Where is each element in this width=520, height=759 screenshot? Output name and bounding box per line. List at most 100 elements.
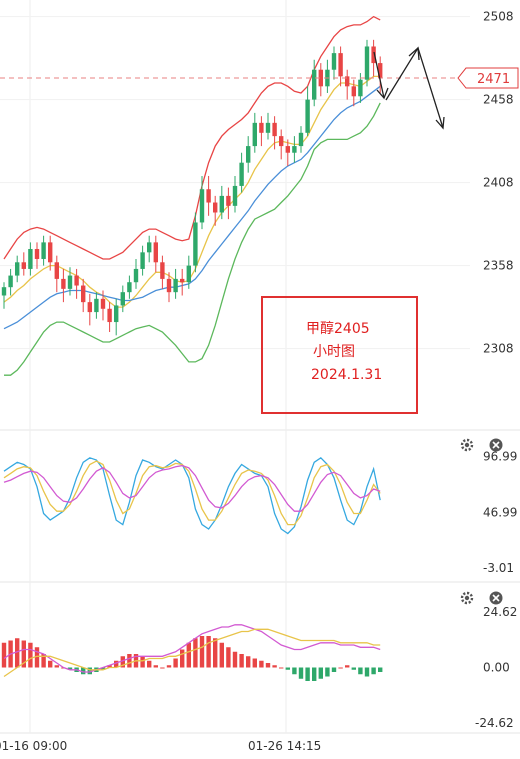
annotation-line-2: 小时图 <box>313 344 355 360</box>
macd-bar <box>186 642 191 668</box>
macd-bar <box>120 656 125 668</box>
candle-body <box>41 242 46 259</box>
candle <box>338 46 343 87</box>
price-indicator-line <box>3 15 381 260</box>
macd-bar <box>127 654 132 668</box>
candle <box>298 126 304 153</box>
candle-body <box>213 202 218 213</box>
macd-line <box>3 628 381 678</box>
candle-body <box>378 63 383 79</box>
candle <box>265 112 271 140</box>
candle <box>120 285 125 313</box>
candle-body <box>219 195 224 213</box>
time-axis: 01-16 09:00 01-26 14:15 <box>0 739 321 753</box>
forecast-path <box>385 46 444 129</box>
arrow-head <box>376 87 389 100</box>
macd-bar <box>173 658 178 668</box>
candle <box>378 56 383 93</box>
macd-bar <box>239 654 244 668</box>
candle-body <box>331 53 337 70</box>
y-tick-label: 2508 <box>483 10 514 24</box>
candle-body <box>364 46 370 80</box>
candle <box>1 282 7 309</box>
candle-body <box>100 298 106 309</box>
annotation-line-3: 2024.1.31 <box>311 367 382 383</box>
candle <box>54 255 59 293</box>
candle-body <box>153 242 158 263</box>
macd-bar <box>265 663 271 668</box>
candle <box>305 86 310 137</box>
macd-bar <box>338 667 343 669</box>
candle <box>232 175 238 213</box>
candle <box>114 298 119 336</box>
y-tick-label: 46.99 <box>483 505 517 519</box>
candle-body <box>193 222 198 266</box>
macd-bar <box>219 642 224 668</box>
macd-bar <box>272 665 277 668</box>
candle <box>140 245 145 276</box>
macd-bar <box>331 667 337 672</box>
candle-body <box>305 99 310 133</box>
y-tick-label: 2358 <box>483 259 514 273</box>
y-tick-label: 2308 <box>483 342 514 356</box>
candle-body <box>226 195 231 206</box>
annotation-frame <box>261 296 418 414</box>
candle <box>127 275 132 299</box>
candle <box>318 63 323 97</box>
macd-bar <box>114 660 119 668</box>
macd-bar <box>378 667 383 672</box>
candle-body <box>312 69 317 100</box>
candle-body <box>8 275 13 288</box>
candle-body <box>160 262 165 279</box>
candle-body <box>140 252 145 269</box>
macd-bar <box>87 667 92 675</box>
macd-y-axis: 24.62 0.00 -24.62 <box>475 605 517 730</box>
macd-bar <box>351 667 356 670</box>
candle-body <box>67 275 73 289</box>
annotation-line-1: 甲醇2405 <box>306 320 370 337</box>
candle-body <box>298 132 304 147</box>
macd-bar <box>213 638 218 668</box>
macd-bar <box>371 667 376 675</box>
candle-body <box>199 189 205 223</box>
candle <box>107 302 112 333</box>
forecast-arrows <box>373 46 445 130</box>
macd-bar <box>153 665 158 668</box>
candle <box>67 267 73 296</box>
candle-body <box>127 282 132 293</box>
oscillator-settings-icon[interactable] <box>460 438 474 452</box>
annotation-box: 甲醇2405 小时图 2024.1.31 <box>261 296 418 414</box>
oscillator-close-icon[interactable] <box>489 438 503 452</box>
candle-body <box>61 278 66 289</box>
arrow-head <box>408 46 420 61</box>
candle-body <box>232 185 238 206</box>
time-label: 01-26 14:15 <box>248 739 321 753</box>
candle <box>331 46 337 80</box>
candle-body <box>48 242 53 263</box>
candle <box>34 242 40 269</box>
candle <box>351 79 356 107</box>
macd-bar <box>305 667 310 681</box>
candle-body <box>21 262 26 269</box>
candle <box>100 290 106 321</box>
candle-body <box>272 122 277 137</box>
oscillator-y-axis: 96.99 46.99 -3.01 <box>483 450 517 575</box>
macd-settings-icon[interactable] <box>460 591 474 605</box>
macd-bar <box>252 658 257 668</box>
macd-bar <box>147 660 152 668</box>
candle-body <box>133 268 139 283</box>
candle <box>94 292 99 319</box>
candle-body <box>94 298 99 313</box>
macd-close-icon[interactable] <box>489 591 503 605</box>
candle <box>160 255 165 289</box>
macd-bar <box>48 660 53 668</box>
candle-body <box>318 69 323 87</box>
macd-bar <box>100 667 106 670</box>
candle <box>87 293 92 326</box>
candle-body <box>239 162 244 186</box>
candle <box>292 136 297 163</box>
candle <box>199 175 205 230</box>
macd-bar <box>292 667 297 675</box>
